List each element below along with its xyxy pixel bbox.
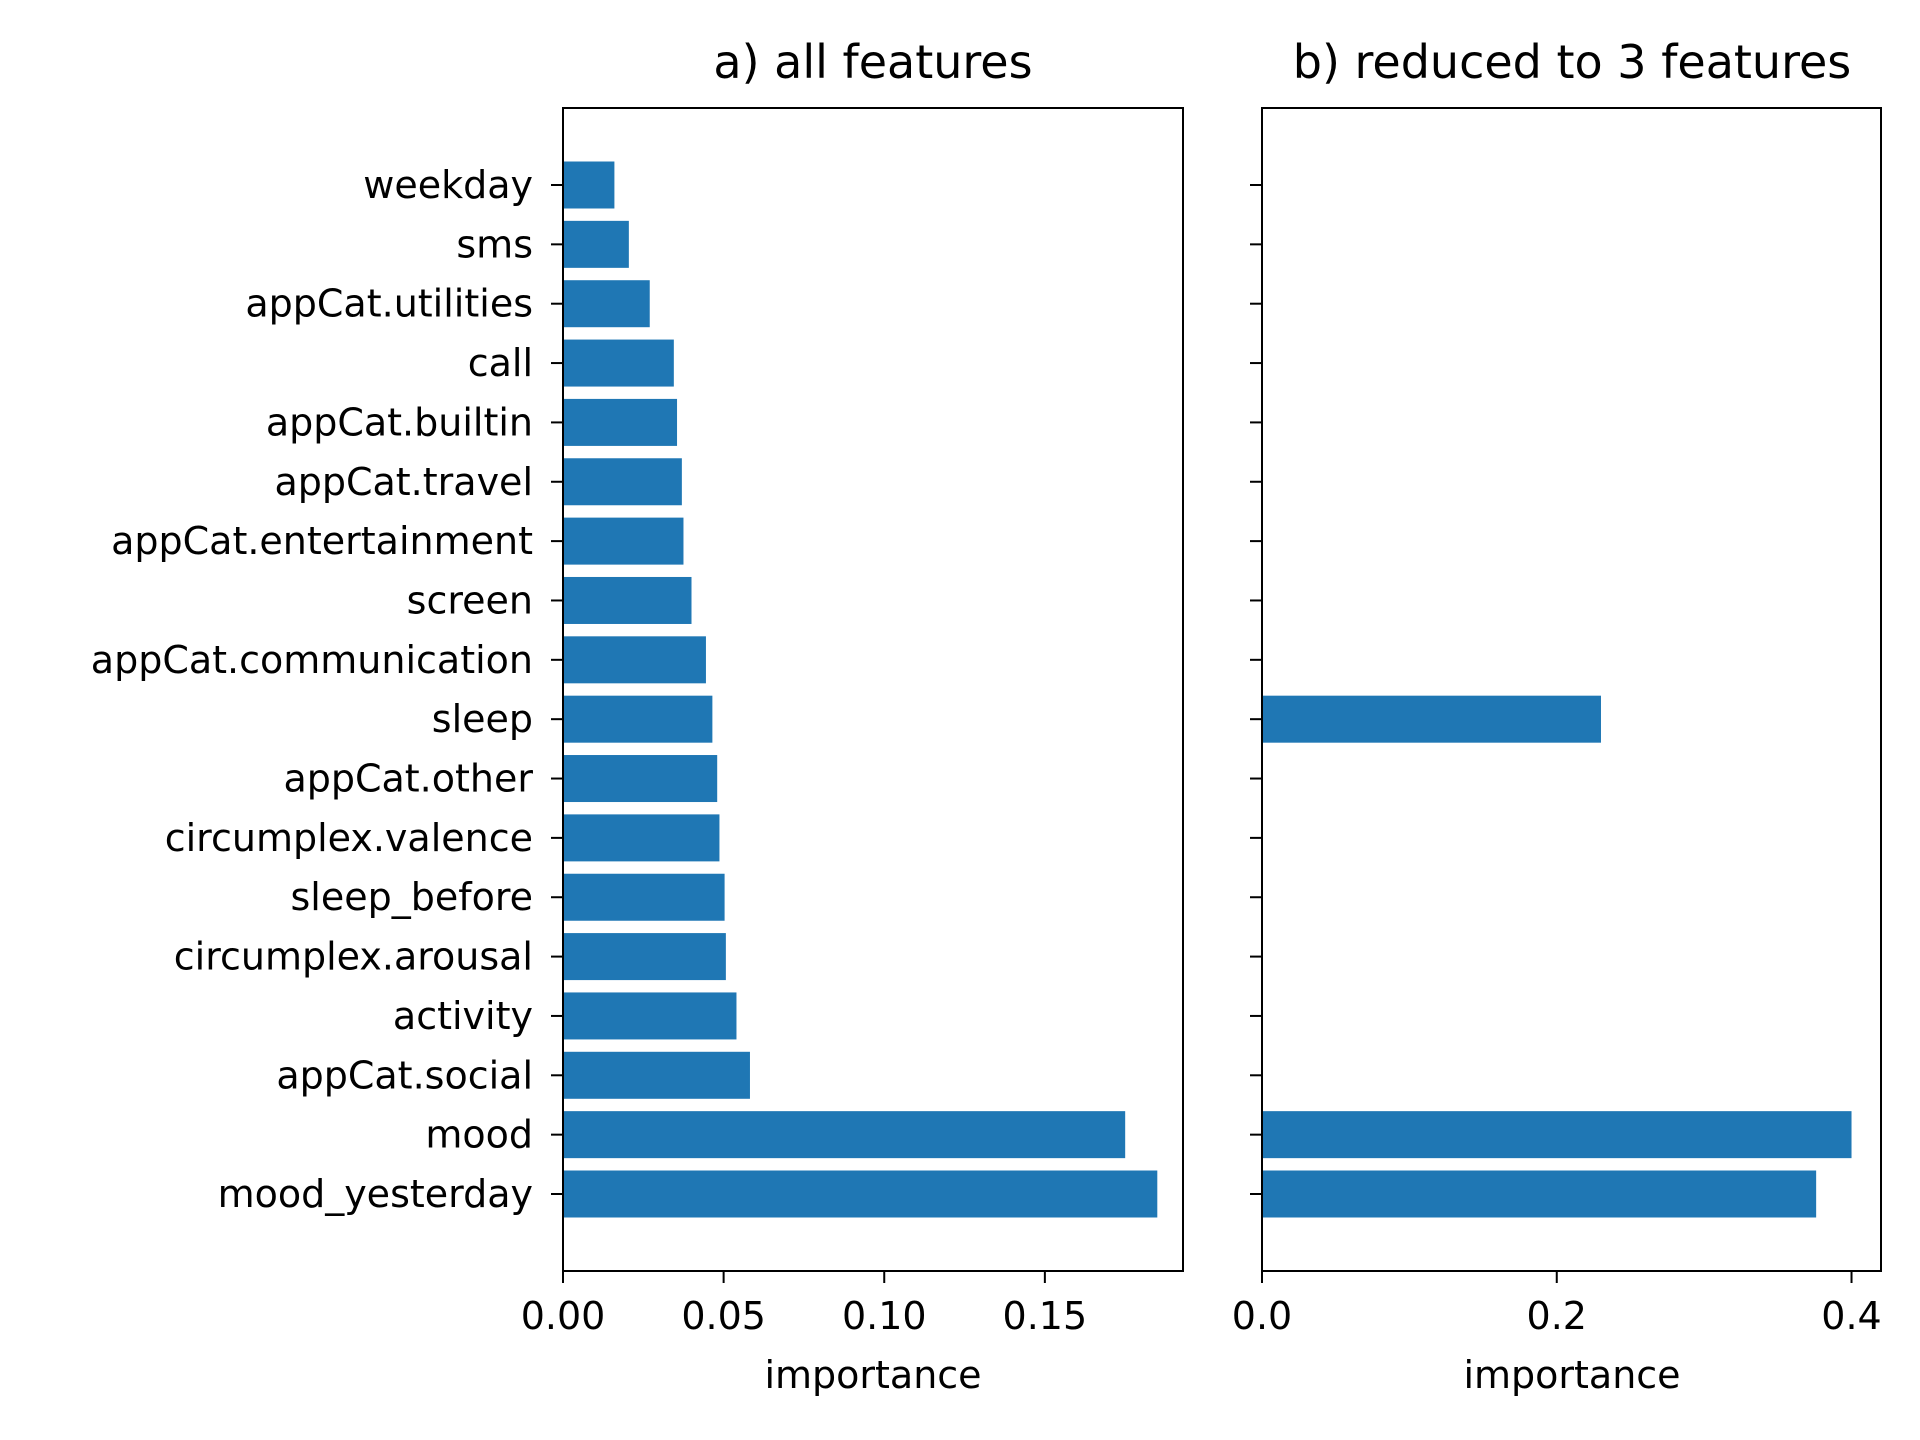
panel-b-bar-mood xyxy=(1262,1111,1852,1159)
panel-a-bar-appcat-utilities xyxy=(563,280,650,328)
panel-a-bar-appcat-entertainment xyxy=(563,517,684,565)
panel-a-x-tick-label-1: 0.05 xyxy=(681,1294,766,1338)
panel-all-features: a) all features weekday sms appCat.utiliti… xyxy=(91,35,1184,1397)
panel-a-y-tick-label-mood-yesterday: mood_yesterday xyxy=(218,1172,533,1216)
panel-a-bars xyxy=(563,161,1158,1218)
panel-b-x-tick-label-0: 0.0 xyxy=(1232,1294,1292,1338)
panel-b-x-tick-label-2: 0.4 xyxy=(1821,1294,1881,1338)
panel-a-bar-circumplex-valence xyxy=(563,814,720,862)
panel-a-title: a) all features xyxy=(713,35,1032,89)
panel-a-bar-weekday xyxy=(563,161,615,209)
panel-a-bar-appcat-social xyxy=(563,1051,750,1099)
panel-a-bar-mood-yesterday xyxy=(563,1170,1158,1218)
panel-a-bar-mood xyxy=(563,1111,1126,1159)
panel-a-bar-call xyxy=(563,339,674,387)
panel-a-bar-appcat-communication xyxy=(563,636,706,684)
panel-a-x-tick-label-2: 0.10 xyxy=(842,1294,927,1338)
panel-a-bar-screen xyxy=(563,576,692,624)
panel-a-x-tick-label-3: 0.15 xyxy=(1003,1294,1088,1338)
panel-a-frame xyxy=(562,107,1184,1272)
panel-a-x-axis-label: importance xyxy=(764,1353,981,1397)
panel-b-bars xyxy=(1262,695,1852,1218)
panel-a-y-tick-label-appcat-entertainment: appCat.entertainment xyxy=(111,519,533,563)
panel-b-title: b) reduced to 3 features xyxy=(1293,35,1851,89)
panel-a-y-tick-label-appcat-communication: appCat.communication xyxy=(91,638,533,682)
panel-a-y-tick-label-weekday: weekday xyxy=(363,163,533,207)
panel-a-y-tick-label-circumplex-valence: circumplex.valence xyxy=(165,816,533,860)
panel-a-y-tick-label-mood: mood xyxy=(425,1113,533,1157)
panel-a-y-tick-label-sleep: sleep xyxy=(432,697,533,741)
panel-a-bar-appcat-other xyxy=(563,755,718,803)
panel-a-bar-appcat-builtin xyxy=(563,398,678,446)
panel-a-y-tick-label-sms: sms xyxy=(456,222,533,266)
panel-b-frame xyxy=(1261,107,1882,1272)
panel-b-bar-mood-yesterday xyxy=(1262,1170,1817,1218)
panel-b-x-ticks: 0.0 0.2 0.4 xyxy=(1232,1271,1882,1338)
panel-a-bar-sleep xyxy=(563,695,713,743)
panel-a-x-tick-label-0: 0.00 xyxy=(521,1294,606,1338)
panel-a-y-tick-label-call: call xyxy=(468,341,533,385)
panel-a-bar-circumplex-arousal xyxy=(563,933,726,981)
panel-a-y-tick-label-appcat-travel: appCat.travel xyxy=(274,460,533,504)
panel-a-y-tick-label-appcat-social: appCat.social xyxy=(276,1053,533,1097)
panel-a-y-tick-label-sleep-before: sleep_before xyxy=(290,875,533,919)
panel-b-bar-sleep xyxy=(1262,695,1601,743)
panel-reduced-features: b) reduced to 3 features 0.0 0.2 0.4 impor… xyxy=(1232,35,1882,1397)
panel-a-y-tick-label-appcat-utilities: appCat.utilities xyxy=(245,282,533,326)
panel-a-x-ticks: 0.00 0.05 0.10 0.15 xyxy=(521,1271,1087,1338)
panel-a-y-ticks: weekday sms appCat.utilities call appCat.bui… xyxy=(91,163,563,1216)
panel-b-x-tick-label-1: 0.2 xyxy=(1527,1294,1587,1338)
panel-b-x-axis-label: importance xyxy=(1463,1353,1680,1397)
panel-a-bar-activity xyxy=(563,992,737,1040)
panel-a-bar-sleep-before xyxy=(563,873,725,921)
panel-a-y-tick-label-activity: activity xyxy=(393,994,533,1038)
panel-a-y-tick-label-screen: screen xyxy=(407,578,533,622)
panel-a-y-tick-label-appcat-other: appCat.other xyxy=(283,757,533,801)
panel-b-y-ticks xyxy=(1250,184,1262,1195)
panel-a-bar-sms xyxy=(563,220,629,268)
panel-a-y-tick-label-circumplex-arousal: circumplex.arousal xyxy=(174,935,533,979)
panel-a-bar-appcat-travel xyxy=(563,458,682,506)
panel-a-y-tick-label-appcat-builtin: appCat.builtin xyxy=(266,400,533,444)
